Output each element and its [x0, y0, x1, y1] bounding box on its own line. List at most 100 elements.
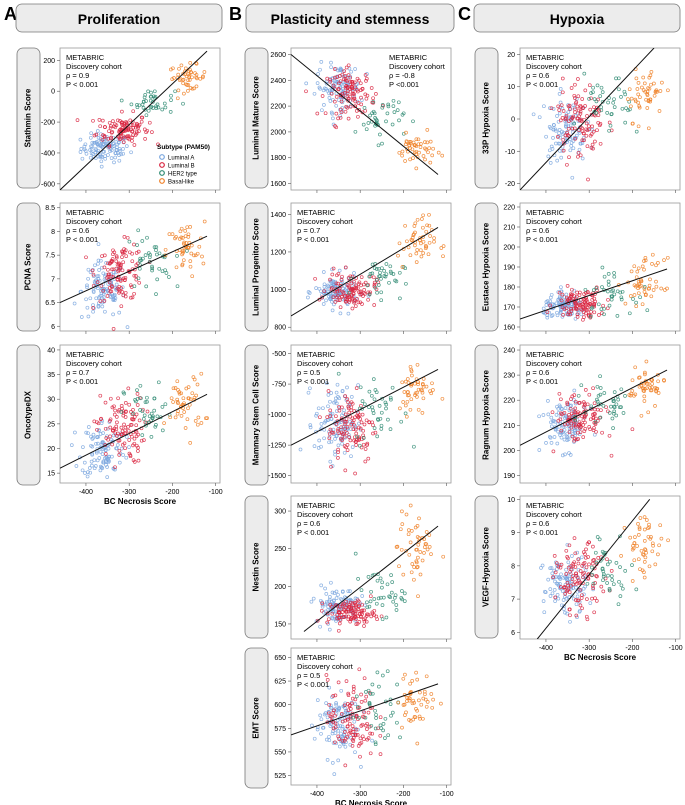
point-basal [638, 516, 643, 520]
point-luminal-b [576, 430, 580, 435]
y-tick-label: 15 [47, 471, 55, 478]
point-luminal-a [555, 158, 560, 163]
point-luminal-a [90, 140, 95, 145]
point-luminal-a [548, 126, 553, 131]
point-luminal-a [548, 594, 553, 598]
point-luminal-a [96, 304, 101, 309]
point-her2 [634, 300, 638, 305]
point-basal [648, 277, 652, 282]
point-luminal-b [370, 610, 375, 615]
point-her2 [155, 102, 160, 107]
point-luminal-b [107, 272, 112, 277]
regression-line [291, 54, 439, 175]
point-luminal-b [568, 292, 573, 297]
point-luminal-a [328, 399, 332, 404]
point-her2 [382, 274, 387, 278]
point-basal [427, 146, 432, 151]
point-her2 [634, 587, 639, 592]
point-her2 [150, 266, 155, 271]
point-luminal-b [565, 400, 570, 405]
point-her2 [599, 85, 604, 90]
point-her2 [369, 589, 373, 594]
point-luminal-b [366, 710, 371, 715]
point-basal [424, 229, 429, 234]
point-her2 [610, 294, 614, 299]
point-basal [636, 124, 641, 129]
point-luminal-b [319, 608, 324, 613]
point-luminal-b [130, 295, 135, 300]
point-luminal-a [111, 141, 116, 145]
point-luminal-b [114, 424, 119, 429]
point-luminal-a [337, 396, 342, 401]
point-luminal-a [86, 314, 91, 319]
point-her2 [384, 402, 389, 407]
point-her2 [150, 264, 154, 269]
point-luminal-a [99, 289, 103, 293]
point-luminal-b [344, 679, 349, 683]
point-her2 [142, 95, 147, 100]
point-luminal-a [329, 616, 334, 620]
point-luminal-b [348, 728, 353, 733]
point-her2 [375, 290, 379, 295]
point-basal [642, 286, 647, 291]
point-luminal-b [589, 132, 594, 136]
point-luminal-b [315, 618, 320, 623]
point-luminal-b [94, 132, 99, 137]
point-basal [627, 87, 632, 92]
point-luminal-b [346, 406, 351, 411]
point-luminal-b [600, 430, 604, 435]
point-her2 [380, 103, 385, 107]
point-basal [409, 369, 414, 374]
point-luminal-b [320, 94, 325, 98]
point-luminal-b [119, 432, 124, 437]
point-basal [415, 565, 420, 569]
point-luminal-b [121, 413, 126, 418]
point-luminal-a [97, 268, 101, 272]
point-her2 [588, 314, 593, 319]
point-luminal-a [92, 466, 97, 471]
point-luminal-b [110, 405, 115, 410]
point-luminal-b [134, 434, 139, 439]
point-luminal-a [84, 430, 89, 435]
point-basal [425, 140, 430, 145]
point-luminal-a [568, 619, 572, 624]
point-luminal-b [345, 724, 350, 729]
point-luminal-a [557, 111, 562, 116]
point-luminal-a [348, 589, 352, 593]
point-her2 [623, 394, 627, 398]
point-her2 [590, 565, 594, 570]
point-basal [637, 527, 642, 531]
point-luminal-b [574, 100, 579, 104]
point-luminal-b [351, 690, 356, 695]
point-her2 [366, 121, 371, 125]
point-her2 [154, 292, 158, 296]
point-luminal-a [545, 315, 550, 320]
point-luminal-b [557, 290, 562, 295]
point-luminal-a [546, 412, 551, 417]
point-her2 [619, 295, 624, 300]
point-her2 [135, 103, 139, 107]
point-her2 [390, 385, 395, 390]
point-luminal-b [111, 119, 115, 123]
point-luminal-a [119, 152, 124, 157]
point-basal [634, 76, 639, 81]
x-tick-label: -400 [79, 489, 93, 496]
cohort-line1: METABRIC [526, 350, 565, 359]
point-luminal-a [556, 429, 561, 434]
point-luminal-b [121, 260, 126, 265]
cohort-line2: Discovery cohort [526, 510, 583, 519]
point-luminal-b [568, 296, 572, 301]
point-her2 [375, 670, 380, 675]
point-luminal-b [336, 607, 341, 612]
point-luminal-a [328, 705, 333, 710]
point-luminal-a [119, 446, 124, 451]
x-tick-label: -200 [625, 645, 639, 652]
point-luminal-b [342, 601, 346, 606]
point-basal [650, 541, 655, 546]
point-luminal-b [580, 593, 584, 598]
point-luminal-b [131, 408, 135, 412]
point-her2 [359, 588, 364, 592]
point-luminal-b [123, 290, 128, 295]
point-her2 [175, 284, 180, 289]
